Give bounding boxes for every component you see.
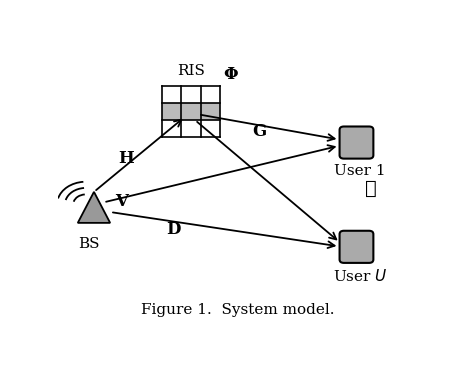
FancyBboxPatch shape xyxy=(339,231,373,263)
Text: G: G xyxy=(252,123,266,140)
FancyBboxPatch shape xyxy=(339,127,373,158)
Polygon shape xyxy=(78,192,110,223)
Text: Figure 1.  System model.: Figure 1. System model. xyxy=(141,303,334,317)
Text: H: H xyxy=(118,150,134,167)
Text: BS: BS xyxy=(78,237,100,251)
Text: RIS: RIS xyxy=(177,64,205,78)
Text: User 1: User 1 xyxy=(333,164,385,178)
Bar xyxy=(162,103,219,120)
Text: V: V xyxy=(115,193,128,210)
Bar xyxy=(162,86,219,137)
Text: ⋮: ⋮ xyxy=(364,180,376,198)
Text: User $U$: User $U$ xyxy=(332,268,387,284)
Text: D: D xyxy=(165,221,180,238)
Text: Φ: Φ xyxy=(223,66,238,83)
